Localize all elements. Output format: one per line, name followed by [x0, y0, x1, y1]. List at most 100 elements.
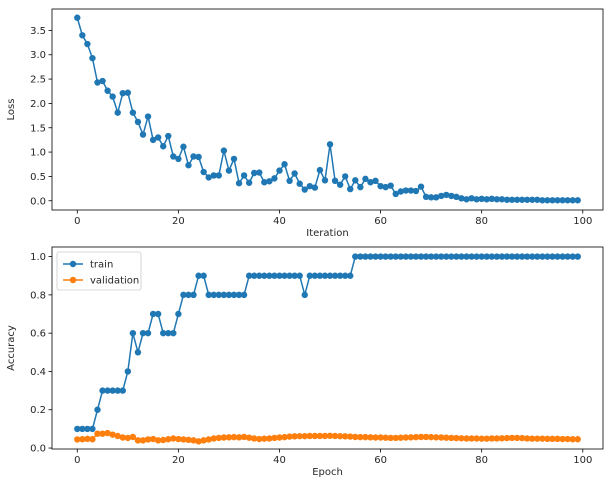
- data-point: [185, 291, 192, 299]
- data-point: [347, 272, 354, 279]
- data-point: [331, 272, 339, 279]
- data-point: [79, 425, 86, 433]
- data-point: [564, 253, 571, 260]
- data-point: [503, 253, 511, 260]
- data-point: [417, 183, 425, 190]
- data-point: [367, 253, 374, 260]
- data-point: [306, 272, 314, 279]
- data-point: [357, 253, 364, 260]
- data-point: [352, 433, 359, 441]
- data-point: [463, 253, 470, 260]
- data-point: [89, 54, 96, 62]
- data-point: [190, 153, 197, 160]
- series-series-0: [74, 14, 581, 204]
- data-point: [175, 155, 182, 163]
- data-point: [341, 173, 349, 180]
- data-point: [245, 179, 253, 186]
- data-point: [443, 434, 450, 441]
- data-point: [271, 272, 278, 279]
- data-point: [144, 329, 152, 337]
- data-point: [119, 387, 126, 394]
- y-tick-label: 0.5: [30, 172, 46, 183]
- data-point: [478, 253, 485, 260]
- data-point: [564, 197, 571, 204]
- data-point: [443, 253, 450, 260]
- data-point: [402, 253, 410, 260]
- data-point: [448, 253, 455, 260]
- data-point: [422, 193, 430, 201]
- data-point: [306, 182, 314, 190]
- y-tick-label: 0.8: [30, 290, 46, 301]
- data-point: [109, 93, 116, 100]
- data-point: [215, 291, 223, 299]
- data-point: [362, 175, 369, 183]
- x-tick-label: 100: [573, 216, 592, 227]
- data-point: [281, 272, 288, 279]
- data-point: [326, 272, 334, 279]
- data-point: [225, 167, 233, 174]
- series-train: [74, 253, 581, 433]
- data-point: [539, 435, 546, 442]
- data-point: [296, 180, 303, 187]
- x-tick-label: 100: [573, 455, 592, 466]
- x-tick-label: 40: [273, 216, 286, 227]
- data-point: [331, 177, 339, 184]
- series-validation: [74, 429, 581, 445]
- x-axis-label: Iteration: [306, 228, 348, 239]
- data-point: [251, 272, 258, 279]
- data-point: [84, 40, 91, 48]
- data-point: [149, 310, 157, 318]
- data-point: [559, 197, 566, 204]
- data-point: [412, 253, 420, 260]
- y-tick-label: 2.5: [30, 75, 46, 86]
- data-point: [554, 197, 561, 204]
- data-point: [200, 168, 207, 176]
- y-tick-label: 1.5: [30, 123, 46, 134]
- data-point: [331, 432, 339, 440]
- data-point: [170, 329, 177, 337]
- x-axis-label: Epoch: [312, 467, 343, 478]
- data-point: [129, 109, 137, 116]
- data-point: [448, 192, 455, 200]
- data-point: [79, 32, 86, 39]
- data-point: [149, 435, 157, 443]
- data-point: [190, 437, 197, 444]
- data-point: [377, 253, 384, 260]
- data-point: [124, 368, 132, 375]
- data-point: [554, 435, 561, 443]
- data-point: [468, 253, 475, 260]
- data-point: [266, 435, 273, 442]
- data-point: [438, 192, 445, 200]
- y-tick-label: 1.0: [30, 148, 46, 159]
- data-point: [245, 272, 253, 279]
- data-point: [347, 185, 354, 193]
- data-point: [432, 434, 440, 441]
- data-point: [382, 434, 389, 441]
- data-point: [215, 434, 223, 442]
- data-point: [493, 196, 501, 203]
- data-point: [215, 172, 223, 179]
- data-point: [261, 435, 268, 442]
- data-point: [119, 90, 126, 97]
- data-point: [175, 310, 182, 318]
- data-point: [518, 253, 526, 260]
- data-point: [559, 253, 566, 260]
- data-point: [478, 435, 485, 442]
- data-point: [200, 437, 207, 444]
- data-point: [286, 177, 293, 184]
- x-tick-label: 60: [374, 216, 387, 227]
- data-point: [518, 196, 526, 203]
- data-point: [488, 253, 495, 260]
- data-point: [129, 433, 137, 441]
- data-point: [493, 253, 501, 260]
- data-point: [205, 174, 212, 181]
- data-point: [453, 434, 460, 442]
- data-point: [160, 143, 167, 150]
- data-point: [180, 291, 187, 299]
- data-point: [574, 197, 581, 204]
- data-point: [306, 432, 314, 440]
- data-point: [513, 434, 521, 442]
- data-point: [508, 434, 516, 442]
- data-point: [271, 175, 278, 182]
- data-point: [205, 436, 212, 443]
